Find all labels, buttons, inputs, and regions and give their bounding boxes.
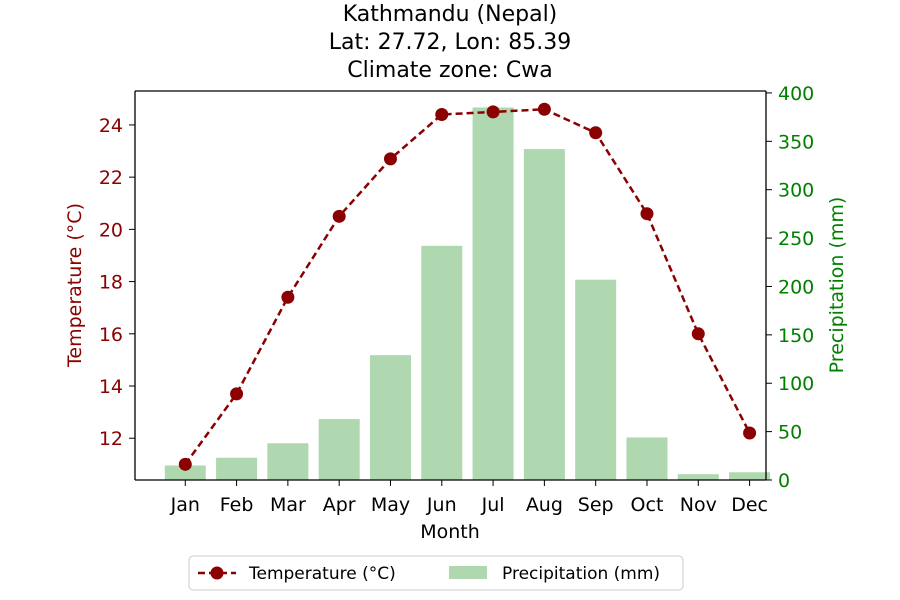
precip-bar-nov xyxy=(677,474,719,480)
x-tick-label-nov: Nov xyxy=(680,494,717,516)
temp-point-aug xyxy=(537,102,551,116)
y-right-tick-label-250: 250 xyxy=(778,228,814,250)
y-left-axis-ticks: 12 14 16 18 20 22 24 xyxy=(99,115,135,450)
legend: Temperature (°C) Precipitation (mm) xyxy=(188,555,684,591)
x-tick-label-dec: Dec xyxy=(731,494,768,516)
precip-bar-mar xyxy=(267,443,309,480)
y-left-tick-label-12: 12 xyxy=(99,428,123,450)
x-axis-label: Month xyxy=(420,521,480,543)
y-right-tick-label-50: 50 xyxy=(778,422,802,444)
precip-bar-apr xyxy=(318,419,360,480)
x-tick-label-apr: Apr xyxy=(323,494,356,516)
y-right-tick-label-0: 0 xyxy=(778,470,790,492)
y-left-tick-label-16: 16 xyxy=(99,324,123,346)
temp-point-nov xyxy=(691,327,705,341)
precip-bar-sep xyxy=(575,279,617,480)
precip-bar-dec xyxy=(729,472,771,480)
y-right-tick-label-350: 350 xyxy=(778,131,814,153)
precip-bar-may xyxy=(369,355,411,480)
y-left-tick-label-20: 20 xyxy=(99,219,123,241)
precip-bar-jan xyxy=(164,465,206,480)
y-left-tick-label-18: 18 xyxy=(99,272,123,294)
axes xyxy=(134,90,767,481)
x-tick-label-oct: Oct xyxy=(631,494,664,516)
x-tick-label-jun: Jun xyxy=(426,494,457,516)
temp-point-sep xyxy=(589,126,603,140)
x-axis-ticks: Jan Feb Mar Apr May Jun Jul Aug Sep Oct Nov Dec xyxy=(170,480,768,516)
y-left-tick-label-24: 24 xyxy=(99,115,123,137)
x-tick-label-aug: Aug xyxy=(526,494,563,516)
temp-point-apr xyxy=(332,209,346,223)
y-left-tick-label-22: 22 xyxy=(99,167,123,189)
temp-point-dec xyxy=(743,426,757,440)
chart-title-line-2: Lat: 27.72, Lon: 85.39 xyxy=(329,30,571,55)
temp-point-jan xyxy=(178,457,192,471)
y-left-tick-label-14: 14 xyxy=(99,376,123,398)
temp-point-feb xyxy=(230,387,244,401)
y-left-axis-label: Temperature (°C) xyxy=(64,203,86,368)
temp-point-mar xyxy=(281,290,295,304)
legend-temperature-marker xyxy=(210,566,224,580)
precip-bar-jun xyxy=(421,245,463,480)
legend-precipitation-label: Precipitation (mm) xyxy=(502,564,660,584)
chart-title-line-3: Climate zone: Cwa xyxy=(347,58,552,83)
x-tick-label-sep: Sep xyxy=(578,494,614,516)
legend-precipitation-swatch xyxy=(449,566,487,579)
y-right-axis-label: Precipitation (mm) xyxy=(826,197,848,374)
y-right-axis-ticks: 0 50 100 150 200 250 300 350 400 xyxy=(766,83,814,492)
chart-title: Kathmandu (Nepal) Lat: 27.72, Lon: 85.39… xyxy=(329,2,571,83)
precip-bar-jul xyxy=(472,107,514,480)
chart-title-line-1: Kathmandu (Nepal) xyxy=(343,2,558,27)
x-tick-label-jan: Jan xyxy=(170,494,200,516)
y-right-tick-label-300: 300 xyxy=(778,180,814,202)
temp-point-oct xyxy=(640,207,654,221)
temp-point-may xyxy=(383,152,397,166)
precip-bar-oct xyxy=(626,437,668,480)
legend-temperature-label: Temperature (°C) xyxy=(248,564,396,584)
precip-bar-feb xyxy=(216,457,258,480)
y-right-tick-label-200: 200 xyxy=(778,276,814,298)
y-right-tick-label-150: 150 xyxy=(778,325,814,347)
temp-point-jun xyxy=(435,107,449,121)
y-right-tick-label-100: 100 xyxy=(778,373,814,395)
temperature-series xyxy=(178,102,757,471)
precip-bar-aug xyxy=(523,149,565,481)
x-tick-label-jul: Jul xyxy=(481,494,505,516)
legend-box xyxy=(188,555,684,591)
temperature-line xyxy=(184,108,751,466)
y-right-tick-label-400: 400 xyxy=(778,83,814,105)
precipitation-bars xyxy=(164,107,771,481)
x-tick-label-feb: Feb xyxy=(220,494,254,516)
x-tick-label-may: May xyxy=(371,494,410,516)
temp-point-jul xyxy=(486,105,500,119)
x-tick-label-mar: Mar xyxy=(270,494,306,516)
